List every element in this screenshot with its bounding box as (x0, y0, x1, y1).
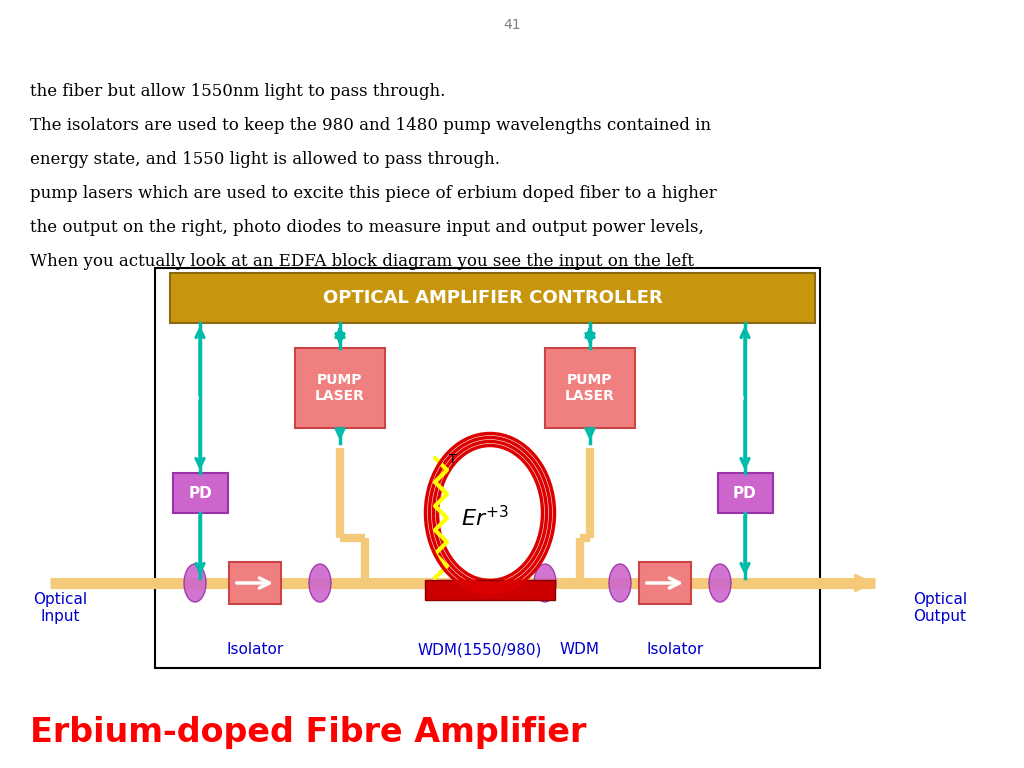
Text: PD: PD (188, 485, 212, 501)
Ellipse shape (609, 564, 631, 602)
Bar (545, 348, 635, 428)
Bar (295, 348, 385, 428)
Text: WDM: WDM (560, 643, 600, 657)
Text: 41: 41 (503, 18, 521, 32)
Text: PUMP
LASER: PUMP LASER (565, 373, 615, 403)
Text: When you actually look at an EDFA block diagram you see the input on the left: When you actually look at an EDFA block … (30, 253, 694, 270)
Text: OPTICAL AMPLIFIER CONTROLLER: OPTICAL AMPLIFIER CONTROLLER (323, 289, 663, 307)
Bar (155, 268, 820, 668)
Text: pump lasers which are used to excite this piece of erbium doped fiber to a highe: pump lasers which are used to excite thi… (30, 185, 717, 202)
Text: Erbium-doped Fibre Amplifier: Erbium-doped Fibre Amplifier (30, 716, 587, 749)
Text: WDM(1550/980): WDM(1550/980) (418, 643, 542, 657)
Text: Isolator: Isolator (646, 643, 703, 657)
Text: Isolator: Isolator (226, 643, 284, 657)
Bar (170, 273, 815, 323)
Bar (425, 580, 555, 600)
Bar (229, 562, 281, 604)
Text: Optical
Input: Optical Input (33, 592, 87, 624)
Text: energy state, and 1550 light is allowed to pass through.: energy state, and 1550 light is allowed … (30, 151, 500, 168)
Ellipse shape (534, 564, 556, 602)
Text: T: T (449, 453, 457, 466)
Ellipse shape (309, 564, 331, 602)
Bar (718, 473, 772, 513)
Text: the fiber but allow 1550nm light to pass through.: the fiber but allow 1550nm light to pass… (30, 83, 445, 100)
Ellipse shape (184, 564, 206, 602)
Text: The isolators are used to keep the 980 and 1480 pump wavelengths contained in: The isolators are used to keep the 980 a… (30, 117, 711, 134)
Text: PUMP
LASER: PUMP LASER (315, 373, 365, 403)
Text: the output on the right, photo diodes to measure input and output power levels,: the output on the right, photo diodes to… (30, 219, 703, 236)
Text: Optical
Output: Optical Output (913, 592, 967, 624)
Ellipse shape (709, 564, 731, 602)
Text: $Er^{+3}$: $Er^{+3}$ (461, 505, 509, 531)
Bar (639, 562, 691, 604)
Text: PD: PD (733, 485, 757, 501)
Bar (172, 473, 227, 513)
